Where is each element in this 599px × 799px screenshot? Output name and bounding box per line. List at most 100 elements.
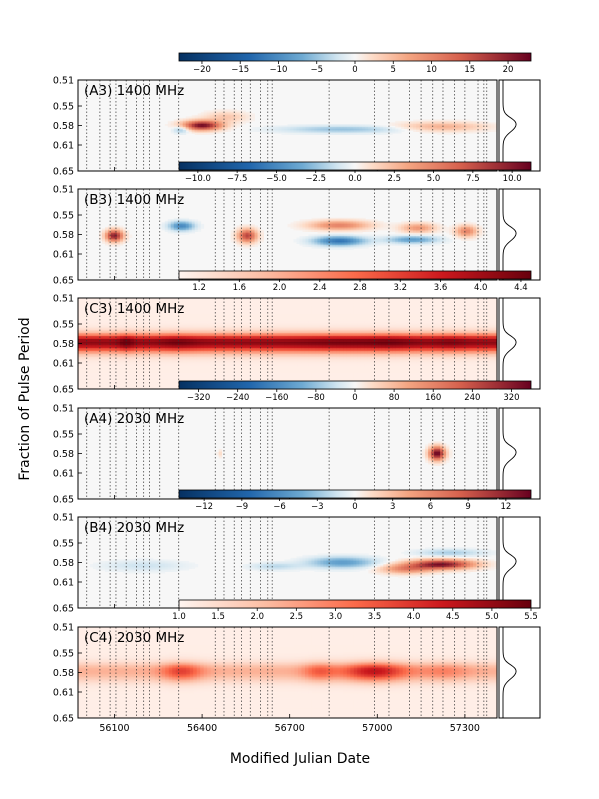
panel-title: (B3) 1400 MHz <box>84 192 184 208</box>
colorbar-tick-label: 3.2 <box>393 283 407 293</box>
y-tick-label: 0.65 <box>53 385 74 396</box>
colorbar-tick-label: −5 <box>310 65 323 75</box>
colorbar-tick-label: 1.2 <box>192 283 206 293</box>
y-tick-label: 0.65 <box>53 714 74 725</box>
colorbar-tick-label: −9 <box>236 502 249 512</box>
colorbar-tick-label: 15 <box>464 65 475 75</box>
profile-panel <box>498 407 541 500</box>
mean-profile-line <box>502 627 517 718</box>
y-axis-label: Fraction of Pulse Period <box>17 317 33 480</box>
y-tick-label: 0.55 <box>53 102 74 113</box>
colorbar-tick-label: 2.5 <box>388 174 402 184</box>
y-tick-label: 0.51 <box>53 76 74 87</box>
x-tick-label: 57000 <box>362 723 392 734</box>
colorbar-tick-label: −12 <box>195 502 213 512</box>
colorbar-tick-label: 5 <box>391 65 396 75</box>
y-tick-label: 0.55 <box>53 430 74 441</box>
profile-panel <box>498 297 541 390</box>
y-tick-label: 0.51 <box>53 294 74 305</box>
profile-panel <box>498 79 541 172</box>
colorbar-tick-label: 20 <box>503 65 514 75</box>
colorbar-tick-label: 9 <box>465 502 470 512</box>
y-tick-label: 0.61 <box>53 250 74 261</box>
colorbar-tick-label: −10.0 <box>185 174 211 184</box>
colorbar-tick-label: 2.8 <box>353 283 367 293</box>
colorbar-tick-label: 240 <box>464 393 480 403</box>
colorbar-tick-label: 0 <box>352 65 357 75</box>
colorbar: −10.0 −7.5 −5.0 −2.5 0.0 2.5 5.0 7.5 10.0 <box>178 161 532 184</box>
panel-title: (C4) 2030 MHz <box>84 630 184 646</box>
colorbar-tick-label: 10 <box>426 65 437 75</box>
panels: −20 −15 −10 −5 0 5 10 15 20 (A3) 1400 MHz 0.51 0.55… <box>53 52 541 734</box>
colorbar-tick-label: −20 <box>193 65 211 75</box>
colorbar-tick-label: 1.6 <box>233 283 247 293</box>
y-tick-label: 0.51 <box>53 513 74 524</box>
profile-panel <box>498 626 541 719</box>
panel-5: −12 −9 −6 −3 0 3 6 9 12 (B4) 2030 MHz 0.51 0.55 0.58… <box>53 489 541 615</box>
colorbar-tick-label: 3.5 <box>368 612 382 622</box>
colorbar-tick-label: −320 <box>187 393 210 403</box>
colorbar-tick-label: −2.5 <box>305 174 326 184</box>
heatmap <box>77 188 498 281</box>
colorbar-tick-label: 5.0 <box>427 174 441 184</box>
colorbar-tick-label: −10 <box>270 65 288 75</box>
profile-panel <box>498 188 541 281</box>
y-tick-label: 0.58 <box>53 449 74 460</box>
panel-1: −20 −15 −10 −5 0 5 10 15 20 (A3) 1400 MHz 0.51 0.55… <box>53 52 541 178</box>
x-tick-label: 56400 <box>187 723 217 734</box>
colorbar-tick-label: 4.4 <box>514 283 528 293</box>
profile-frame <box>498 297 541 390</box>
y-tick-label: 0.61 <box>53 359 74 370</box>
profile-frame <box>498 407 541 500</box>
colorbar-tick-label: 2.5 <box>290 612 304 622</box>
y-tick-label: 0.55 <box>53 539 74 550</box>
colorbar-tick-label: −7.5 <box>227 174 248 184</box>
x-tick-label: 56700 <box>275 723 305 734</box>
mean-profile-line <box>502 517 517 608</box>
colorbar-tick-label: 5.0 <box>485 612 499 622</box>
heatmap <box>77 516 498 609</box>
x-axis-label: Modified Julian Date <box>230 751 370 767</box>
y-tick-label: 0.55 <box>53 320 74 331</box>
y-tick-label: 0.58 <box>53 121 74 132</box>
colorbar-tick-label: 4.0 <box>407 612 421 622</box>
profile-panel <box>498 516 541 609</box>
y-tick-label: 0.61 <box>53 141 74 152</box>
colorbar: 1.0 1.5 2.0 2.5 3.0 3.5 4.0 4.5 5.0 5.5 <box>172 599 538 622</box>
colorbar-tick-label: 2.4 <box>313 283 327 293</box>
colorbar-tick-label: −15 <box>231 65 249 75</box>
colorbar-tick-label: 0.0 <box>348 174 362 184</box>
colorbar-tick-label: 6 <box>428 502 433 512</box>
colorbar-tick-label: −160 <box>265 393 288 403</box>
panel-3: 1.2 1.6 2.0 2.4 2.8 3.2 3.6 4.0 4.4 (C3) 1400 MHz… <box>53 270 541 396</box>
heatmap <box>77 79 498 172</box>
colorbar-tick-label: 1.5 <box>211 612 225 622</box>
y-tick-label: 0.51 <box>53 404 74 415</box>
colorbar: −320 −240 −160 −80 0 80 160 240 320 <box>178 380 532 403</box>
colorbar-gradient <box>178 599 532 609</box>
mean-profile-line <box>502 80 517 171</box>
panel-title: (B4) 2030 MHz <box>84 520 184 536</box>
heatmap <box>77 626 498 719</box>
colorbar-tick-label: 2.0 <box>273 283 287 293</box>
x-tick-label: 57300 <box>450 723 480 734</box>
colorbar-tick-label: 320 <box>503 393 519 403</box>
profile-frame <box>498 188 541 281</box>
y-tick-label: 0.65 <box>53 167 74 178</box>
colorbar-tick-label: 0 <box>352 393 357 403</box>
y-tick-label: 0.58 <box>53 668 74 679</box>
colorbar: −20 −15 −10 −5 0 5 10 15 20 <box>178 52 532 75</box>
y-tick-label: 0.51 <box>53 623 74 634</box>
panel-6: 1.0 1.5 2.0 2.5 3.0 3.5 4.0 4.5 5.0 5.5 (C4) 2030 … <box>53 599 541 734</box>
colorbar-tick-label: 3 <box>390 502 395 512</box>
colorbar-tick-label: 160 <box>425 393 441 403</box>
colorbar-tick-label: 7.5 <box>466 174 480 184</box>
y-tick-label: 0.51 <box>53 185 74 196</box>
profile-frame <box>498 626 541 719</box>
colorbar-gradient <box>178 270 532 280</box>
panel-title: (A4) 2030 MHz <box>84 411 184 427</box>
y-tick-label: 0.61 <box>53 688 74 699</box>
colorbar-gradient <box>178 161 532 171</box>
y-tick-label: 0.61 <box>53 469 74 480</box>
